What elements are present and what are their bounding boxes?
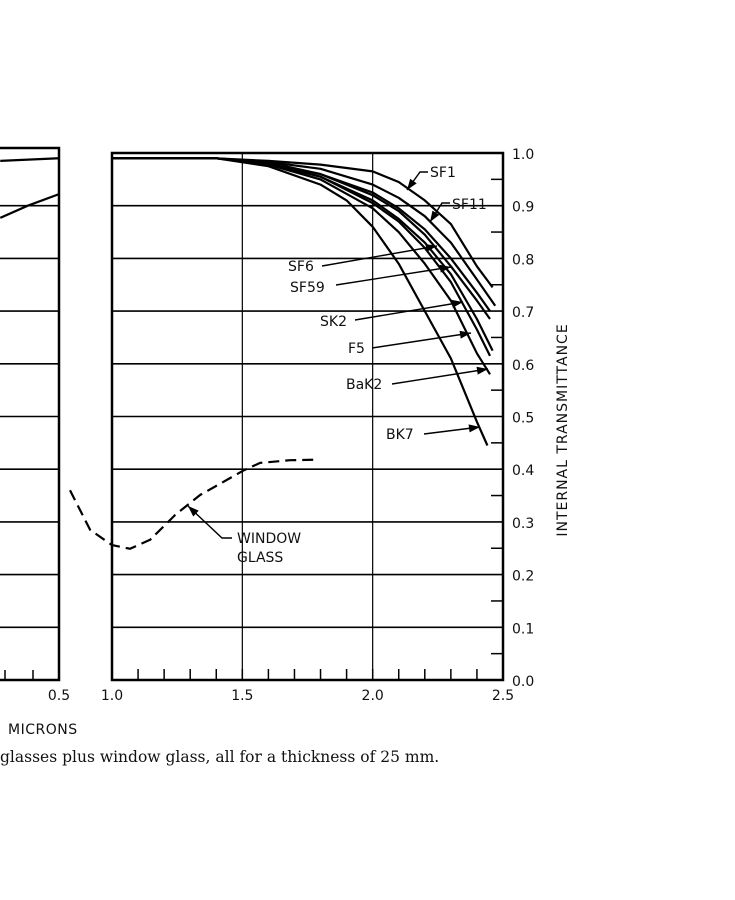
arrowhead-icon (188, 506, 199, 517)
y-tick-label: 0.4 (512, 463, 534, 479)
y-tick-label: 1.0 (512, 147, 534, 163)
arrowhead-icon (468, 424, 480, 433)
y-axis-title: INTERNAL TRANSMITTANCE (555, 323, 571, 536)
leader-line-sk2 (354, 301, 464, 321)
leader-line-sf6 (321, 245, 438, 267)
series-line-sk2 (112, 157, 494, 352)
left-panel-frame (0, 146, 61, 682)
left-series-line (0, 157, 60, 163)
leader-line-window (187, 505, 232, 539)
leader-line-bak2 (391, 368, 489, 385)
annotation-label-bk7: BK7 (386, 427, 414, 443)
plot-frame (110, 151, 505, 682)
y-tick-label: 0.5 (512, 411, 534, 427)
annotation-label-bak2: BaK2 (346, 377, 382, 393)
arrowhead-icon (439, 264, 451, 273)
leader-line-sf59 (335, 266, 452, 286)
x-tick-label: 2.5 (492, 688, 514, 704)
y-tick-label: 0.1 (512, 621, 534, 637)
x-tick-label: 1.5 (231, 688, 253, 704)
arrowhead-icon (430, 210, 440, 222)
figure-caption: glasses plus window glass, all for a thi… (0, 748, 440, 766)
arrowhead-icon (459, 330, 471, 339)
annotation-label-sk2: SK2 (320, 314, 347, 330)
arrowhead-icon (425, 243, 437, 252)
y-tick-label: 0.0 (512, 674, 534, 690)
annotation-label-sf1: SF1 (430, 165, 456, 181)
y-tick-label: 0.2 (512, 569, 534, 585)
annotation-label-window: WINDOW (237, 531, 301, 547)
x-axis-title: MICRONS (8, 722, 78, 738)
arrowhead-icon (451, 299, 463, 308)
annotation-label-sf6: SF6 (288, 259, 314, 275)
y-tick-label: 0.3 (512, 516, 534, 532)
y-tick-label: 0.6 (512, 358, 534, 374)
y-tick-label: 0.8 (512, 252, 534, 268)
x-tick-label: 2.0 (362, 688, 384, 704)
arrowhead-icon (407, 178, 417, 190)
annotation-label-sf59: SF59 (290, 280, 325, 296)
annotation-label-sf11: SF11 (452, 197, 487, 213)
y-tick-label: 0.9 (512, 200, 534, 216)
left-x-tick-label: 0.5 (48, 688, 70, 704)
annotation-label-glass: GLASS (237, 550, 283, 566)
series-line-bk7 (112, 157, 489, 446)
annotation-label-f5: F5 (348, 341, 365, 357)
y-tick-label: 0.7 (512, 305, 534, 321)
left-series-line (0, 193, 60, 219)
arrowhead-icon (476, 366, 488, 375)
leader-line-f5 (371, 332, 472, 349)
x-tick-label: 1.0 (101, 688, 123, 704)
series-line-window-glass (69, 458, 318, 550)
